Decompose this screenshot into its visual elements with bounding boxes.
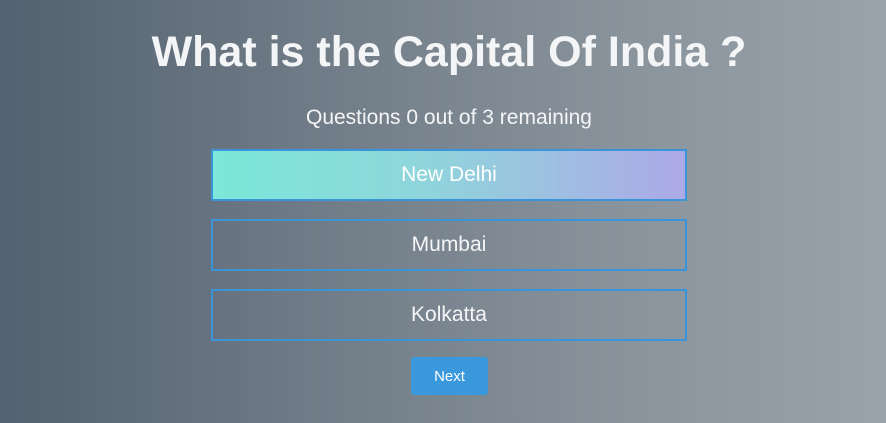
option-kolkatta[interactable]: Kolkatta (211, 289, 687, 341)
remaining-count: Questions 0 out of 3 remaining (0, 106, 886, 130)
option-new-delhi[interactable]: New Delhi (211, 149, 687, 201)
answer-options: New Delhi Mumbai Kolkatta (211, 149, 687, 359)
question-title: What is the Capital Of India ? (0, 28, 886, 76)
next-button[interactable]: Next (411, 357, 488, 395)
option-mumbai[interactable]: Mumbai (211, 219, 687, 271)
